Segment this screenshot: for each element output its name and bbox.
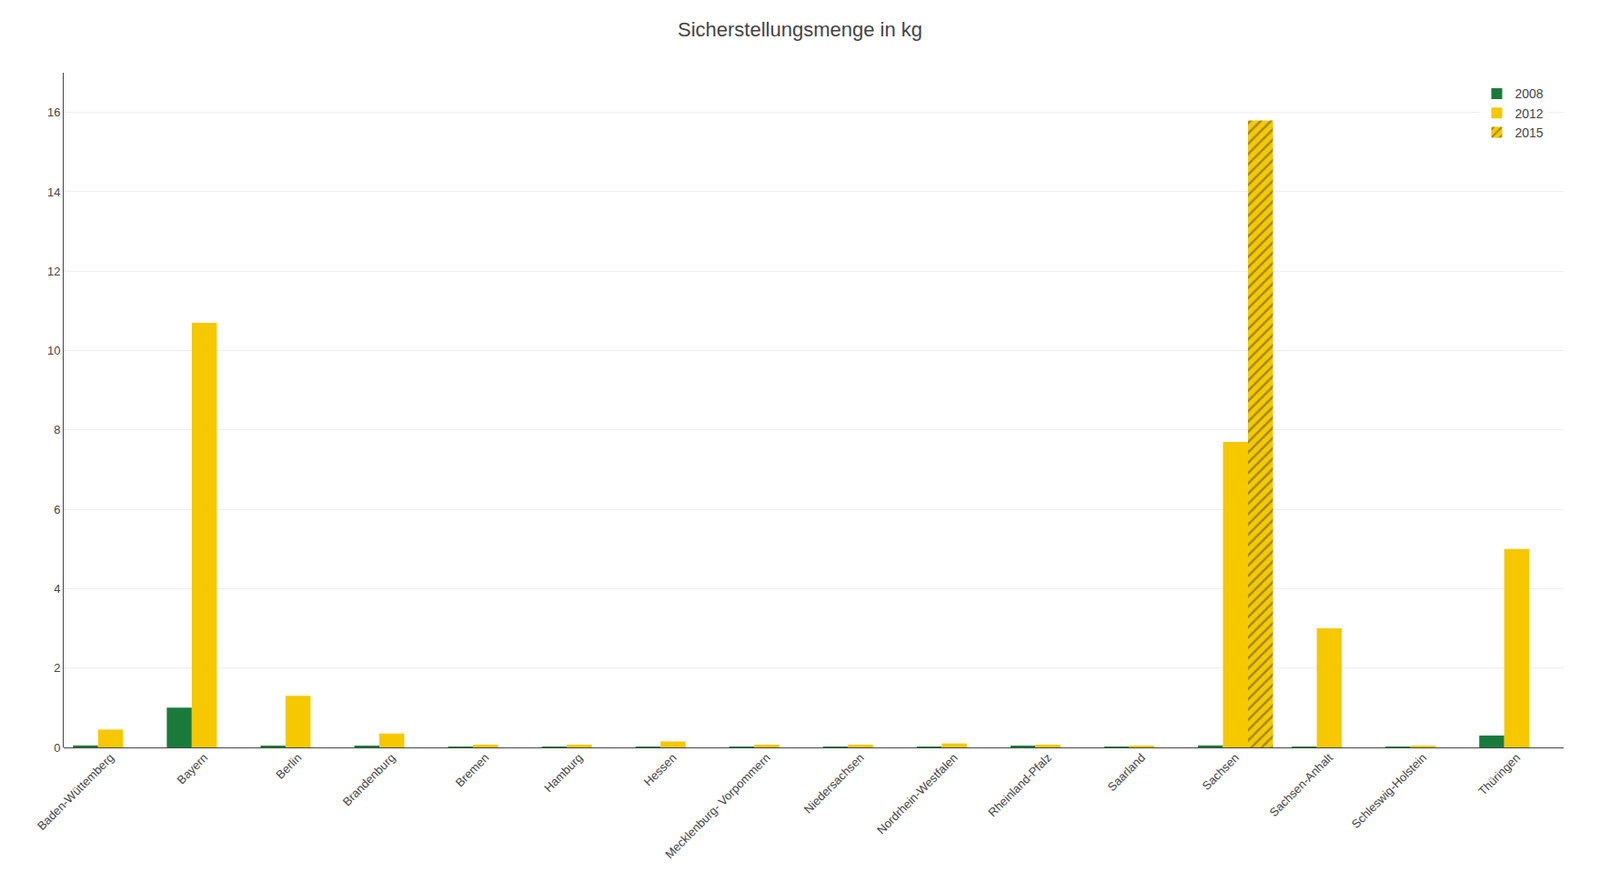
svg-text:Thüringen: Thüringen xyxy=(1475,751,1523,799)
svg-text:6: 6 xyxy=(53,503,61,517)
svg-text:2012: 2012 xyxy=(1515,106,1544,121)
svg-text:12: 12 xyxy=(47,264,61,279)
svg-text:Niedersachsen: Niedersachsen xyxy=(801,751,867,817)
svg-text:16: 16 xyxy=(47,105,61,120)
svg-text:2: 2 xyxy=(53,661,61,675)
svg-text:Brandenburg: Brandenburg xyxy=(340,751,399,810)
svg-text:Baden-Wüttemberg: Baden-Wüttemberg xyxy=(34,751,117,834)
svg-text:10: 10 xyxy=(47,343,61,358)
svg-text:Hamburg: Hamburg xyxy=(541,751,585,795)
svg-text:Bayern: Bayern xyxy=(174,751,212,788)
svg-text:2015: 2015 xyxy=(1515,125,1544,141)
svg-text:8: 8 xyxy=(53,422,61,437)
svg-text:Nordrhein-Westfalen: Nordrhein-Westfalen xyxy=(874,751,961,838)
svg-text:Hessen: Hessen xyxy=(641,751,680,790)
svg-text:4: 4 xyxy=(53,582,61,596)
svg-text:Sicherstellungsmenge in kg: Sicherstellungsmenge in kg xyxy=(677,18,923,41)
svg-text:Rheinland-Pfalz: Rheinland-Pfalz xyxy=(985,751,1055,821)
svg-text:Sachsen: Sachsen xyxy=(1199,751,1242,794)
svg-text:Schleswig-Holstein: Schleswig-Holstein xyxy=(1348,751,1429,832)
svg-text:14: 14 xyxy=(47,184,61,199)
svg-text:Mecklenburg- Vorpommern: Mecklenburg- Vorpommern xyxy=(662,751,773,862)
svg-text:2008: 2008 xyxy=(1515,86,1544,101)
svg-text:Bremen: Bremen xyxy=(452,751,493,791)
svg-text:Sachsen-Anhalt: Sachsen-Anhalt xyxy=(1267,750,1337,820)
svg-text:Saarland: Saarland xyxy=(1105,751,1148,795)
svg-text:0: 0 xyxy=(53,741,61,755)
svg-text:Berlin: Berlin xyxy=(272,751,304,783)
